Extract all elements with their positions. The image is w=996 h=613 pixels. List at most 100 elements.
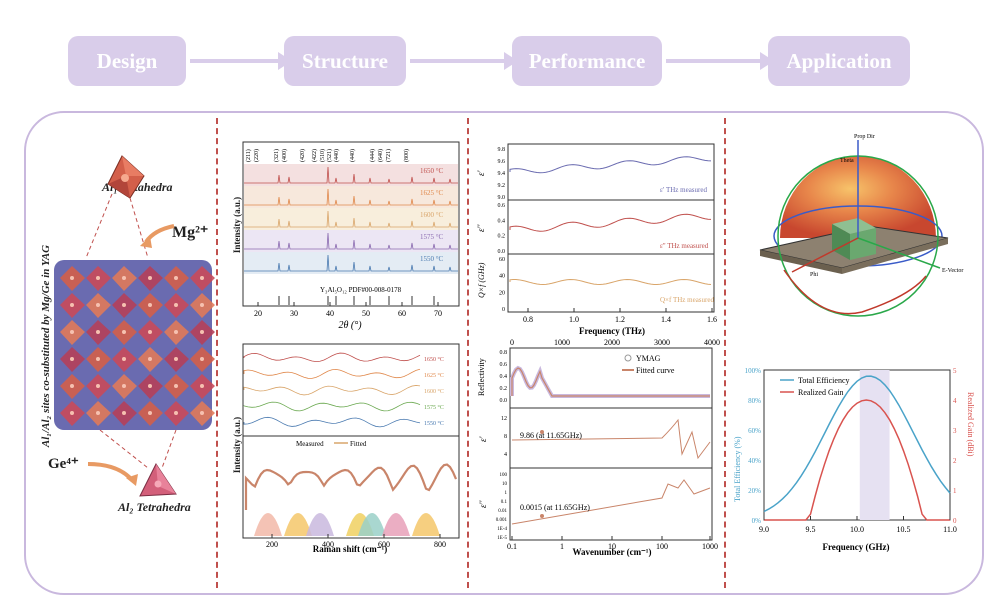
raman-trace: [243, 385, 421, 396]
lattice-atom: [96, 384, 100, 388]
ir-refl-tick: 0.2: [500, 386, 508, 392]
xrd-temp-label: 1600 °C: [420, 211, 444, 219]
xrd-temp-label: 1625 °C: [420, 189, 444, 197]
xrd-peak-label: (211): [245, 149, 252, 162]
eff-ytick-left: 20%: [748, 487, 761, 495]
lattice-atom: [148, 357, 152, 361]
lattice-atom: [122, 276, 126, 280]
eff-ytick-left: 60%: [748, 427, 761, 435]
ir-eps-tick: 8: [504, 434, 507, 440]
thz-top-legend: ε' THz measured: [660, 186, 707, 194]
efficiency-panel: 9.0 9.5 10.0 10.5 11.0 100% 80% 60% 40% 20% 0% 5 4 3 2…: [728, 362, 978, 562]
eff-ytick-right: 3: [953, 427, 957, 435]
xrd-xtick: 70: [434, 309, 442, 318]
antenna-panel: Prop Dir Theta Phi E-Vector: [740, 126, 970, 326]
separator-2: [467, 118, 469, 588]
xrd-ref: Y₃Al₅O₁₂ PDF#00-008-0178: [320, 286, 402, 294]
raman-temp-label: 1550 °C: [424, 420, 444, 427]
eff-xtick: 10.0: [850, 525, 864, 534]
thz-ytick: 9.4: [498, 171, 506, 177]
eff-ylabel-left: Total Efficiency (%): [733, 436, 742, 502]
raman-legend-measured: Measured: [296, 440, 324, 448]
raman-fit-peak: [412, 513, 440, 536]
lattice-atom: [122, 357, 126, 361]
ir-chart: 0 1000 2000 3000 4000 0.1 1 10 100 1000 0.8 0.6 0.4…: [477, 338, 720, 557]
xrd-chart: (211) (220) (321) (400) (420) (422) (510) (521)…: [242, 141, 460, 331]
raman-temp-label: 1650 °C: [424, 356, 444, 363]
ir-loss-tick: 1: [505, 491, 508, 496]
ir-loss-tick: 10: [502, 482, 508, 487]
raman-chart: 1650 °C 1625 °C 1600 °C 1575 °C 1550 °C 200 4…: [242, 343, 460, 554]
xrd-xtick: 30: [290, 309, 298, 318]
eff-legend-eff: Total Efficiency: [798, 376, 850, 385]
eff-ytick-left: 100%: [745, 367, 762, 375]
thz-ytick: 0.0: [498, 249, 506, 255]
raman-xlabel: Raman shift (cm⁻¹): [313, 544, 387, 554]
eff-xlabel: Frequency (GHz): [822, 542, 889, 552]
thz-ytick: 0.4: [498, 218, 506, 224]
raman-temp-label: 1575 °C: [424, 404, 444, 411]
lattice-atom: [96, 411, 100, 415]
xrd-xtick: 50: [362, 309, 370, 318]
xrd-peak-label: (440): [349, 149, 356, 162]
xrd-peak-label: (800): [403, 149, 410, 162]
xrd-pattern: [244, 188, 458, 206]
lattice-atom: [174, 357, 178, 361]
xrd-pattern: [244, 210, 458, 228]
lattice-atom: [148, 330, 152, 334]
eff-ytick-right: 2: [953, 457, 957, 465]
tetrahedra-label: Al₂ Tetrahedra: [118, 500, 191, 514]
ir-refl-tick: 0.0: [500, 398, 508, 404]
raman-fit-peak: [358, 513, 386, 536]
ir-eps-point: [540, 430, 544, 434]
lattice-atom: [174, 384, 178, 388]
xrd-pattern: [244, 166, 458, 184]
ir-panel: 0 1000 2000 3000 4000 0.1 1 10 100 1000 0.8 0.6 0.4…: [472, 338, 722, 558]
lattice-atom: [148, 384, 152, 388]
thz-bot-ylabel: Q×f (GHz): [477, 262, 486, 298]
thz-xtick: 1.2: [615, 315, 625, 324]
arrow-3: [666, 59, 762, 63]
ir-loss-tick: 0.1: [501, 500, 508, 505]
lattice-atom: [70, 411, 74, 415]
arrow-2: [410, 59, 506, 63]
ir-eps-curve: [511, 418, 711, 460]
lattice-atom: [70, 276, 74, 280]
thz-ytick: 9.8: [498, 147, 506, 153]
raman-fitted-curve: [244, 463, 458, 510]
ir-top-tick: 3000: [654, 338, 670, 347]
ir-eps-tick: 4: [504, 452, 507, 458]
thz-mid-legend: ε'' THz measured: [660, 242, 709, 250]
ir-refl-tick: 0.4: [500, 374, 508, 380]
ir-top-tick: 4000: [704, 338, 720, 347]
thz-bot-legend: Q×f THz measured: [660, 296, 714, 304]
thz-xtick: 1.6: [707, 315, 717, 324]
ir-loss-point: [540, 514, 544, 518]
thz-ytick: 0: [502, 307, 505, 313]
thz-ytick: 20: [499, 290, 505, 296]
xrd-peak-label: (440): [333, 149, 340, 162]
eff-ytick-right: 4: [953, 397, 957, 405]
xrd-band: [244, 164, 458, 186]
thz-ytick: 9.2: [498, 183, 506, 189]
xrd-band: [244, 230, 458, 252]
ir-top-tick: 2000: [604, 338, 620, 347]
eff-legend-gain: Realized Gain: [798, 388, 844, 397]
ir-xtick: 1: [560, 542, 564, 551]
arrow-1: [190, 59, 280, 63]
thz-xlabel: Frequency (THz): [579, 326, 645, 336]
lattice-atom: [174, 330, 178, 334]
lattice-atom: [200, 357, 204, 361]
eff-ylabel-right: Realized Gain (dBi): [966, 392, 975, 457]
gain-curve: [764, 399, 950, 521]
ir-top-tick: 0: [510, 338, 514, 347]
raman-panel: Intensity (a.u.) 1650 °C 1625 °C 1600 °C 15…: [220, 340, 465, 555]
lattice-atom: [122, 303, 126, 307]
design-panel: Al₁/Al₂ sites co-substituted by Mg/Ge in…: [26, 118, 216, 588]
tetrahedron-icon: [139, 463, 177, 497]
octahedron-icon: [107, 155, 145, 199]
xrd-band: [244, 186, 458, 208]
ir-xlabel: Wavenumber (cm⁻¹): [572, 547, 651, 557]
xrd-peak-label: (640): [377, 149, 384, 162]
lattice-atom: [96, 276, 100, 280]
